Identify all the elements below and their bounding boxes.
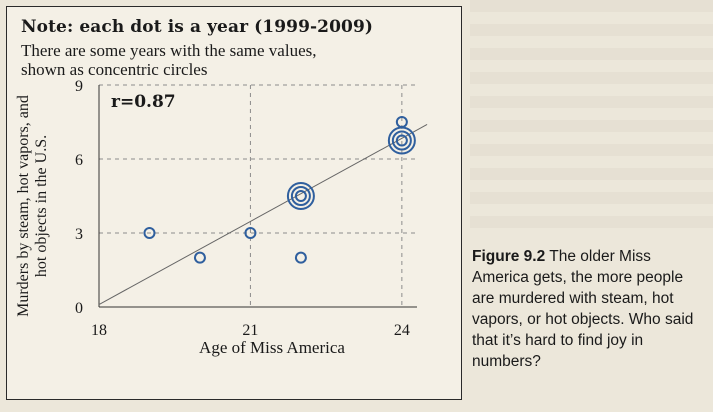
y-tick-label-1: 3 — [75, 226, 83, 243]
data-point-0-ring-0 — [143, 227, 156, 239]
data-point-6-ring-0 — [395, 134, 408, 147]
x-axis-label: Age of Miss America — [199, 338, 345, 357]
chart-frame: Note: each dot is a year (1999-2009) The… — [6, 6, 462, 400]
figure-caption: Figure 9.2 The older Miss America gets, … — [472, 246, 708, 372]
data-point-4-ring-0 — [294, 190, 307, 202]
data-point-2-ring-0 — [244, 227, 257, 239]
data-point-3-ring-0 — [294, 251, 307, 264]
figure-caption-text: The older Miss America gets, the more pe… — [472, 248, 694, 370]
correlation-annotation: r=0.87 — [111, 92, 176, 112]
data-point-6-ring-1 — [391, 130, 412, 151]
y-tick-label-3: 9 — [75, 78, 83, 95]
figure-label: Figure 9.2 — [472, 248, 546, 265]
scatter-plot: 0 3 6 9 18 21 24 r=0.87 — [75, 78, 428, 339]
trend-line — [98, 124, 428, 305]
note-title: Note: each dot is a year (1999-2009) — [21, 17, 374, 37]
x-tick-label-1: 21 — [242, 322, 258, 339]
data-point-4-ring-2 — [286, 182, 315, 210]
data-point-1-ring-0 — [193, 251, 206, 264]
data-point-6-ring-2 — [387, 126, 416, 155]
note-subtitle: There are some years with the same value… — [21, 41, 317, 79]
background-page-texture — [470, 0, 713, 235]
x-tick-label-0: 18 — [91, 322, 107, 339]
y-tick-label-0: 0 — [75, 300, 83, 317]
x-tick-label-2: 24 — [394, 322, 410, 339]
y-tick-label-2: 6 — [75, 152, 83, 169]
data-point-4-ring-1 — [290, 186, 311, 206]
